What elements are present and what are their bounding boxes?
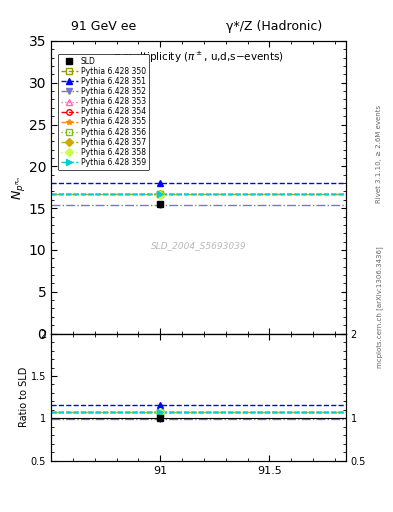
Text: mcplots.cern.ch [arXiv:1306.3436]: mcplots.cern.ch [arXiv:1306.3436] bbox=[376, 246, 383, 368]
Legend: SLD, Pythia 6.428 350, Pythia 6.428 351, Pythia 6.428 352, Pythia 6.428 353, Pyt: SLD, Pythia 6.428 350, Pythia 6.428 351,… bbox=[58, 54, 149, 170]
Text: 91 GeV ee: 91 GeV ee bbox=[71, 20, 136, 33]
Text: Rivet 3.1.10, ≥ 2.6M events: Rivet 3.1.10, ≥ 2.6M events bbox=[376, 104, 382, 203]
Text: $\pi$ multiplicity ($\pi^\pm$, u,d,s$-$events): $\pi$ multiplicity ($\pi^\pm$, u,d,s$-$e… bbox=[113, 50, 284, 65]
Y-axis label: Ratio to SLD: Ratio to SLD bbox=[20, 367, 29, 428]
Text: SLD_2004_S5693039: SLD_2004_S5693039 bbox=[151, 241, 246, 250]
Y-axis label: $N_{p^{\pi_m}}$: $N_{p^{\pi_m}}$ bbox=[10, 175, 27, 200]
Text: γ*/Z (Hadronic): γ*/Z (Hadronic) bbox=[226, 20, 322, 33]
